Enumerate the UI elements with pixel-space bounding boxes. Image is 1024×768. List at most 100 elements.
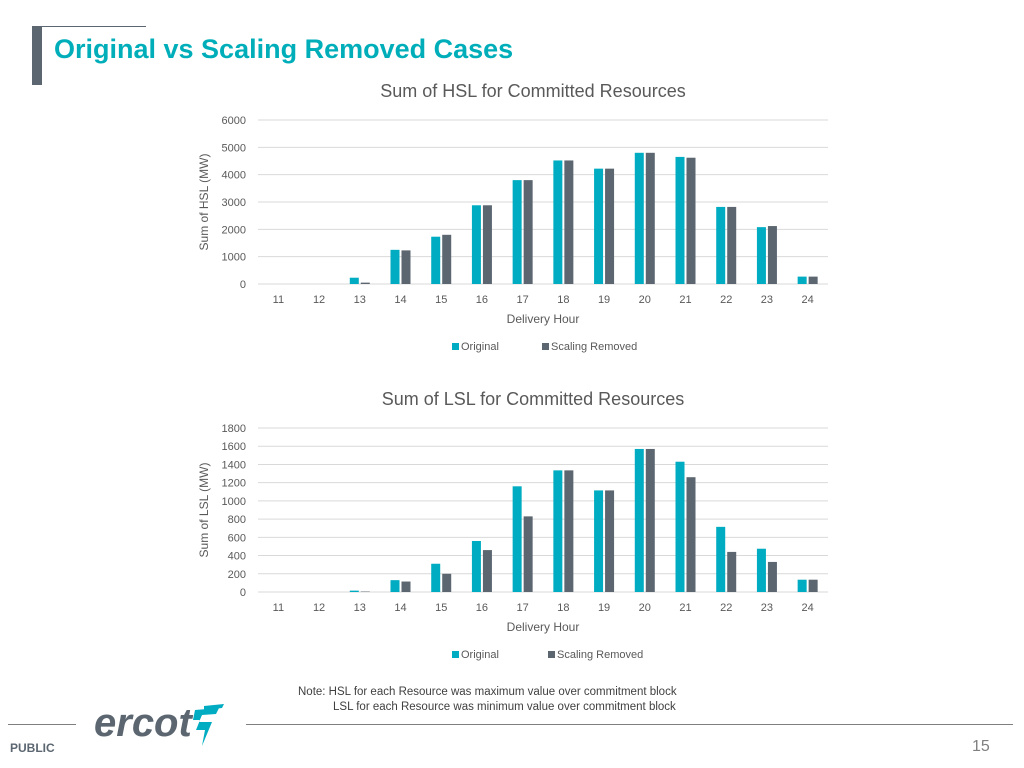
- lsl-bar-original: [634, 448, 644, 592]
- hsl-bar-scaling-removed: [523, 180, 533, 284]
- hsl-bar-original: [349, 277, 359, 284]
- footer-label: PUBLIC: [10, 741, 55, 755]
- hsl-y-axis-label: Sum of HSL (MW): [197, 154, 211, 251]
- hsl-x-tick-label: 21: [679, 294, 691, 306]
- lsl-y-tick-label: 1400: [222, 459, 246, 471]
- hsl-x-tick-label: 13: [354, 294, 366, 306]
- lsl-x-tick-label: 20: [639, 602, 651, 614]
- hsl-bar-original: [634, 152, 644, 284]
- footer-rule-left: [8, 724, 76, 725]
- hsl-y-tick-label: 6000: [222, 115, 246, 127]
- lsl-y-tick-label: 1000: [222, 496, 246, 508]
- lsl-x-tick-label: 19: [598, 602, 610, 614]
- lsl-x-tick-label: 24: [802, 602, 814, 614]
- hsl-x-tick-label: 17: [517, 294, 529, 306]
- lsl-y-tick-label: 200: [228, 569, 246, 581]
- ercot-logo-text: ercot: [94, 701, 193, 745]
- lsl-x-axis-label: Delivery Hour: [507, 620, 580, 634]
- hsl-bar-original: [716, 206, 726, 284]
- lsl-y-tick-label: 400: [228, 551, 246, 563]
- hsl-bar-scaling-removed: [686, 157, 696, 284]
- hsl-x-axis-label: Delivery Hour: [507, 312, 580, 326]
- lsl-y-tick-label: 800: [228, 514, 246, 526]
- hsl-x-tick-label: 20: [639, 294, 651, 306]
- hsl-chart-title: Sum of HSL for Committed Resources: [380, 81, 685, 101]
- slide-title: Original vs Scaling Removed Cases: [54, 34, 514, 64]
- hsl-bar-original: [390, 249, 400, 284]
- lsl-x-tick-label: 15: [435, 602, 447, 614]
- lsl-bar-original: [349, 590, 359, 592]
- lsl-legend-label: Scaling Removed: [557, 649, 643, 661]
- hsl-x-tick-label: 11: [273, 294, 284, 306]
- title-accent-bar: [32, 26, 42, 85]
- hsl-bar-scaling-removed: [401, 250, 411, 284]
- hsl-bar-scaling-removed: [564, 160, 574, 284]
- lsl-x-tick-label: 13: [354, 602, 366, 614]
- hsl-bar-scaling-removed: [727, 206, 737, 284]
- title-accent-rule: [42, 26, 146, 27]
- lsl-bar-original: [756, 548, 766, 592]
- lsl-bar-scaling-removed: [482, 550, 492, 592]
- lsl-bar-scaling-removed: [808, 579, 818, 592]
- hsl-bar-original: [756, 227, 766, 284]
- hsl-bar-original: [512, 180, 522, 284]
- hsl-x-tick-label: 18: [557, 294, 569, 306]
- lsl-y-axis-label: Sum of LSL (MW): [197, 463, 211, 558]
- ercot-logo: ercot: [94, 701, 224, 746]
- lsl-chart-title: Sum of LSL for Committed Resources: [382, 389, 684, 409]
- lsl-x-tick-label: 22: [720, 602, 732, 614]
- hsl-y-tick-label: 2000: [222, 224, 246, 236]
- hsl-y-tick-label: 5000: [222, 142, 246, 154]
- hsl-y-tick-label: 4000: [222, 170, 246, 182]
- lsl-x-tick-label: 14: [394, 602, 406, 614]
- hsl-bar-original: [471, 205, 481, 284]
- lsl-bar-scaling-removed: [564, 470, 574, 592]
- lsl-bar-scaling-removed: [686, 477, 696, 592]
- hsl-bar-scaling-removed: [442, 234, 452, 284]
- hsl-bar-scaling-removed: [767, 226, 777, 284]
- hsl-legend-swatch: [542, 343, 549, 350]
- hsl-bar-original: [431, 236, 441, 284]
- hsl-bar-chart: Sum of HSL for Committed Resources 0 1000 2…: [197, 81, 828, 353]
- lsl-bar-scaling-removed: [442, 573, 452, 592]
- footer-rule-right: [246, 724, 1013, 725]
- hsl-x-tick-label: 12: [313, 294, 325, 306]
- note-line-lsl: LSL for each Resource was minimum value …: [333, 701, 676, 713]
- chart-note: Note: HSL for each Resource was maximum …: [298, 685, 677, 715]
- lsl-x-tick-label: 21: [679, 602, 691, 614]
- lsl-y-tick-label: 1200: [222, 478, 246, 490]
- hsl-legend-swatch: [452, 343, 459, 350]
- ercot-bolt-icon: [193, 704, 224, 746]
- hsl-legend-label: Scaling Removed: [551, 341, 637, 353]
- hsl-bar-scaling-removed: [808, 276, 818, 284]
- hsl-x-tick-label: 22: [720, 294, 732, 306]
- hsl-bar-scaling-removed: [482, 205, 492, 284]
- hsl-x-tick-label: 19: [598, 294, 610, 306]
- hsl-bar-original: [675, 156, 685, 284]
- lsl-y-tick-label: 600: [228, 532, 246, 544]
- hsl-x-tick-label: 24: [802, 294, 814, 306]
- page-number: 15: [972, 738, 990, 755]
- lsl-x-tick-label: 23: [761, 602, 773, 614]
- lsl-y-tick-label: 1600: [222, 441, 246, 453]
- lsl-x-tick-label: 12: [313, 602, 325, 614]
- lsl-x-tick-label: 11: [273, 602, 284, 614]
- lsl-legend-label: Original: [461, 649, 499, 661]
- hsl-x-tick-label: 16: [476, 294, 488, 306]
- lsl-bar-original: [716, 526, 726, 592]
- lsl-bar-original: [797, 579, 807, 592]
- hsl-x-tick-label: 15: [435, 294, 447, 306]
- lsl-bar-scaling-removed: [727, 551, 737, 592]
- lsl-legend-swatch: [452, 651, 459, 658]
- lsl-y-tick-label: 0: [240, 587, 246, 599]
- hsl-bar-original: [553, 160, 563, 284]
- lsl-bar-original: [594, 490, 604, 592]
- hsl-bar-original: [797, 276, 807, 284]
- hsl-x-tick-label: 14: [394, 294, 406, 306]
- hsl-bar-scaling-removed: [605, 168, 615, 284]
- lsl-bar-original: [512, 486, 522, 592]
- lsl-legend-swatch: [548, 651, 555, 658]
- hsl-y-tick-label: 3000: [222, 197, 246, 209]
- lsl-x-tick-label: 16: [476, 602, 488, 614]
- hsl-y-tick-label: 1000: [222, 252, 246, 264]
